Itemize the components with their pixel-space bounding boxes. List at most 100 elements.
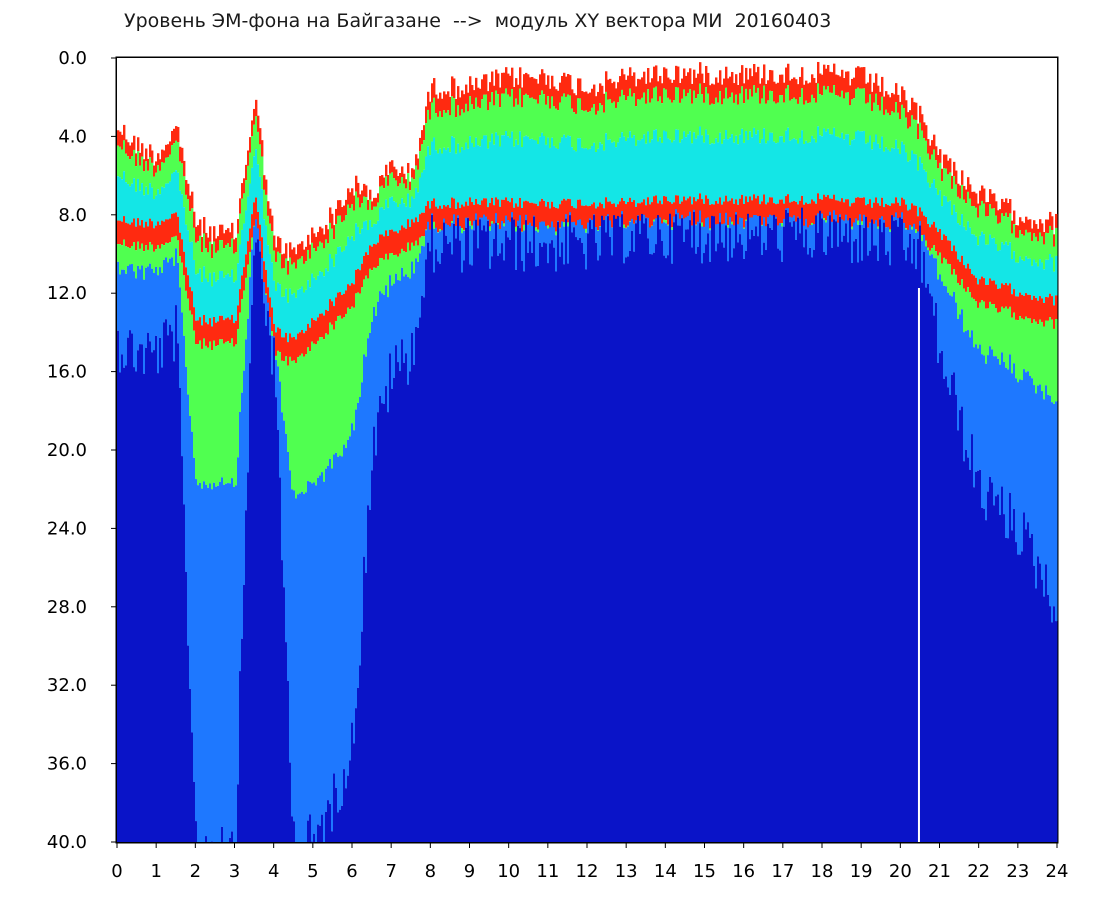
heatmap-cell (411, 177, 414, 197)
heatmap-cell (419, 237, 422, 254)
heatmap-cell (577, 138, 580, 200)
heatmap-cell (911, 263, 914, 842)
heatmap-cell (167, 335, 170, 842)
heatmap-cell (655, 218, 658, 245)
heatmap-cell (141, 243, 144, 266)
heatmap-cell (653, 130, 656, 197)
heatmap-cell (275, 332, 278, 356)
heatmap-cell (581, 242, 584, 842)
heatmap-cell (751, 137, 754, 201)
heatmap-cell (1011, 259, 1014, 295)
heatmap-cell (319, 475, 322, 826)
heatmap-cell (619, 137, 622, 202)
heatmap-cell (563, 72, 566, 94)
heatmap-cell (583, 110, 586, 149)
heatmap-cell (643, 92, 646, 135)
heatmap-cell (251, 249, 254, 305)
heatmap-cell (243, 193, 246, 224)
heatmap-cell (893, 112, 896, 149)
heatmap-cell (757, 216, 760, 237)
heatmap-cell (161, 244, 164, 273)
heatmap-cell (447, 243, 450, 842)
heatmap-cell (1053, 246, 1056, 272)
heatmap-cell (1047, 259, 1050, 298)
heatmap-cell (775, 103, 778, 144)
heatmap-cell (927, 247, 930, 251)
heatmap-cell (277, 429, 280, 842)
heatmap-cell (145, 245, 148, 268)
heatmap-cell (295, 268, 298, 298)
heatmap-cell (531, 138, 534, 203)
heatmap-cell (1051, 319, 1054, 403)
heatmap-cell (923, 138, 926, 170)
heatmap-cell (863, 88, 866, 131)
heatmap-cell (861, 67, 864, 89)
heatmap-cell (237, 784, 240, 842)
heatmap-cell (251, 304, 254, 843)
heatmap-cell (507, 73, 510, 95)
heatmap-cell (619, 96, 622, 138)
heatmap-cell (257, 211, 260, 236)
heatmap-cell (645, 205, 648, 229)
heatmap-cell (957, 430, 960, 842)
heatmap-cell (361, 203, 364, 229)
heatmap-cell (1025, 372, 1028, 530)
heatmap-cell (703, 226, 706, 254)
heatmap-cell (325, 268, 328, 310)
heatmap-cell (829, 215, 832, 842)
heatmap-cell (921, 130, 924, 164)
heatmap-cell (269, 208, 272, 224)
heatmap-cell (389, 161, 392, 174)
heatmap-cell (335, 452, 338, 788)
heatmap-cell (805, 229, 808, 842)
heatmap-cell (463, 206, 466, 230)
heatmap-cell (659, 75, 662, 97)
heatmap-cell (159, 337, 162, 842)
heatmap-cell (751, 229, 754, 842)
heatmap-cell (649, 254, 652, 842)
heatmap-cell (619, 226, 622, 842)
heatmap-cell (685, 217, 688, 230)
heatmap-cell (333, 773, 336, 842)
heatmap-cell (131, 245, 134, 265)
heatmap-cell (171, 237, 174, 258)
heatmap-cell (261, 237, 264, 261)
heatmap-cell (807, 83, 810, 104)
heatmap-cell (511, 88, 514, 132)
heatmap-cell (637, 140, 640, 204)
heatmap-cell (1049, 317, 1052, 396)
heatmap-cell (299, 288, 302, 333)
heatmap-cell (667, 97, 670, 139)
heatmap-cell (487, 110, 490, 149)
heatmap-cell (861, 197, 864, 222)
heatmap-cell (983, 508, 986, 842)
heatmap-cell (347, 307, 350, 440)
heatmap-cell (263, 261, 266, 285)
heatmap-cell (527, 136, 530, 202)
heatmap-cell (295, 498, 298, 842)
heatmap-cell (399, 204, 402, 231)
heatmap-cell (455, 238, 458, 842)
heatmap-cell (901, 104, 904, 142)
heatmap-cell (621, 68, 624, 90)
heatmap-cell (681, 98, 684, 140)
heatmap-cell (979, 279, 982, 303)
heatmap-cell (663, 88, 666, 131)
heatmap-cell (455, 208, 458, 233)
heatmap-cell (857, 262, 860, 842)
heatmap-cell (529, 139, 532, 203)
heatmap-cell (463, 149, 466, 207)
heatmap-cell (177, 142, 180, 173)
heatmap-cell (1031, 240, 1034, 266)
heatmap-cell (623, 136, 626, 202)
heatmap-cell (895, 83, 898, 103)
heatmap-cell (547, 96, 550, 138)
heatmap-cell (855, 131, 858, 198)
heatmap-cell (233, 253, 236, 283)
heatmap-cell (587, 112, 590, 150)
heatmap-cell (331, 213, 334, 229)
heatmap-cell (317, 824, 320, 842)
heatmap-cell (563, 264, 566, 842)
heatmap-cell (191, 191, 194, 209)
heatmap-cell (945, 286, 948, 377)
